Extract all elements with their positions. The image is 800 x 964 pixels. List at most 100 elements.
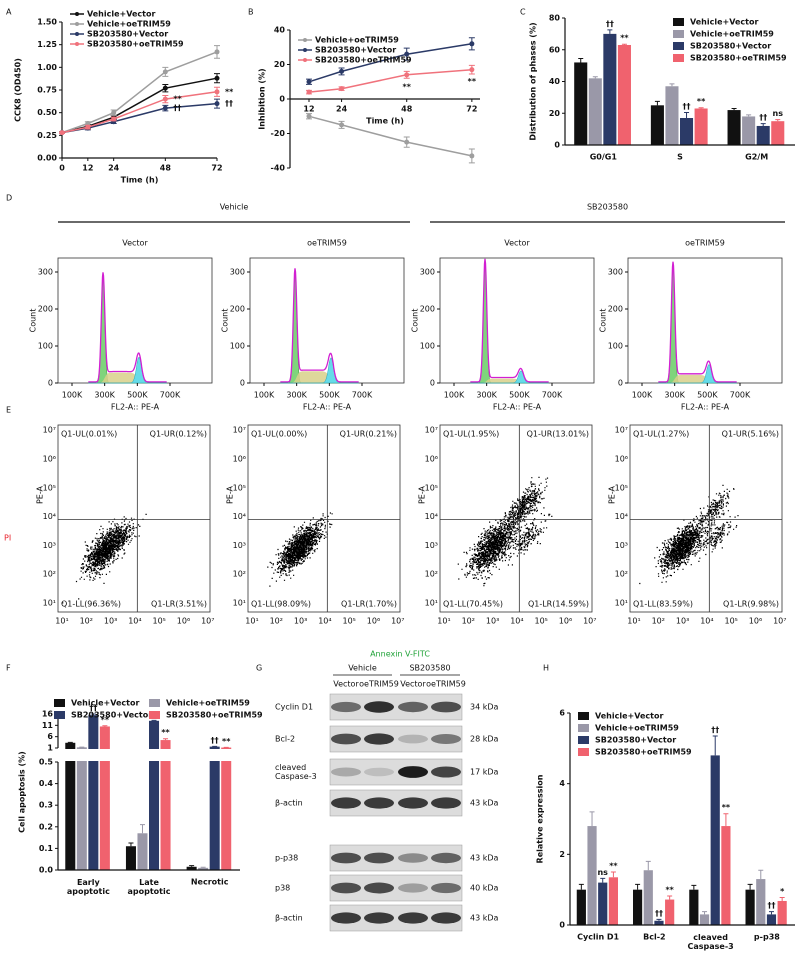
bar (777, 900, 787, 925)
y-tick-label: 10³ (425, 541, 438, 550)
label-line: Late (139, 878, 159, 887)
legend-label: Vehicle+oeTRIM59 (595, 724, 679, 733)
side-label: PI (4, 534, 11, 543)
annotation: ns (773, 109, 784, 118)
error-bar (578, 57, 584, 63)
blot-band (431, 852, 461, 864)
y-tick-label: 16 (42, 710, 54, 719)
error-bar (635, 883, 641, 890)
x-tick-label: 10⁵ (725, 617, 738, 626)
y-tick-label: 100 (38, 342, 53, 351)
blot-band (364, 767, 394, 777)
blot-band (398, 883, 428, 893)
scatter-frame (629, 424, 783, 613)
x-axis-label: Time (h) (121, 176, 159, 185)
x-tick-label: p-p38 (754, 933, 780, 942)
y-tick-label: 2 (559, 850, 565, 859)
legend-label: SB203580+oeTRIM59 (690, 54, 787, 63)
x-tick-label: 10⁵ (343, 617, 356, 626)
x-tick-label: 10⁴ (318, 617, 331, 626)
blot-band (364, 912, 394, 924)
x-tick-label: 700K (160, 391, 181, 400)
error-bar (600, 877, 606, 883)
error-bar (621, 43, 627, 45)
point (214, 49, 220, 55)
legend-swatch (673, 42, 684, 50)
bar (587, 826, 597, 925)
error-bar (758, 869, 764, 880)
event-dots (267, 512, 333, 587)
g2-peak (88, 356, 167, 384)
quadrant-label: Q1-LR(14.59%) (528, 600, 589, 609)
quadrant-label: Q1-UL(1.27%) (633, 430, 689, 439)
series-line (308, 68, 472, 93)
x-axis-label: FL2-A:: PE-A (493, 403, 542, 412)
x-tick-label: Late apoptotic (128, 878, 171, 896)
error-bar (691, 884, 697, 890)
x-tick-label: 10¹ (437, 617, 450, 626)
y-axis-label: Count (411, 309, 420, 333)
y-tick-label: 10⁶ (615, 455, 628, 464)
y-tick-label: 0.3 (39, 801, 53, 810)
error-bar (702, 911, 708, 915)
blot-band (364, 882, 394, 894)
quadrant-label: Q1-UL(1.95%) (443, 430, 499, 439)
error-bar (712, 735, 718, 756)
annotation: †† (683, 102, 691, 111)
x-tick-label: 10² (80, 617, 93, 626)
y-tick-label: 1.25 (37, 40, 57, 49)
x-axis-label: FL2-A:: PE-A (303, 403, 352, 412)
size-label: 28 kDa (470, 735, 499, 744)
legend-label: Vehicle+oeTRIM59 (87, 20, 171, 29)
panel-label: D (6, 194, 12, 203)
point (306, 89, 312, 95)
error-bar (684, 111, 690, 119)
x-tick-label: G0/G1 (590, 153, 618, 162)
bar (633, 889, 643, 925)
legend-label: SB203580+Vector (690, 42, 771, 51)
y-tick-label: 0.50 (37, 108, 57, 117)
error-bar (669, 83, 675, 87)
sample-title: oeTRIM59 (307, 239, 347, 248)
x-tick-label: 500K (127, 391, 148, 400)
legend-swatch (578, 712, 589, 720)
label-line: cleaved (693, 933, 728, 942)
blot-band (398, 912, 428, 924)
quadrant-label: Q1-LR(1.70%) (341, 600, 397, 609)
bar (756, 125, 770, 145)
y-tick-label: 100 (420, 342, 435, 351)
x-tick-label: 72 (211, 164, 222, 173)
blot-band (331, 852, 361, 864)
annotation: ** (468, 77, 477, 86)
legend-label: SB203580+oeTRIM59 (315, 56, 412, 65)
bar (574, 62, 588, 146)
annotation: ** (173, 95, 182, 104)
x-tick-label: 10⁷ (583, 617, 596, 626)
annotation: ** (101, 715, 110, 724)
y-tick-label: 10⁶ (233, 455, 246, 464)
y-tick-label: 1 (47, 744, 53, 753)
error-bar (746, 114, 752, 117)
annotation: ** (609, 862, 618, 871)
bar (721, 826, 731, 925)
histogram-fit (658, 261, 737, 383)
s-phase (88, 372, 167, 383)
point (111, 116, 117, 122)
y-tick-label: 10² (615, 570, 628, 579)
y-axis-label: PE-A (418, 485, 427, 504)
error-bar (775, 119, 781, 122)
quadrant-label: Q1-LL(70.45%) (443, 600, 503, 609)
point (59, 130, 65, 136)
legend-label: SB203580+oeTRIM59 (166, 711, 263, 720)
error-bar (200, 866, 206, 868)
x-axis-label: FL2-A:: PE-A (111, 403, 160, 412)
g2-peak (658, 364, 737, 384)
legend-label: Vehicle+Vector (690, 18, 758, 27)
point (306, 79, 312, 85)
point (214, 89, 220, 95)
event-dots (62, 513, 147, 604)
x-tick-label: 10² (270, 617, 283, 626)
protein-label: p-p38 (275, 854, 298, 863)
bar (588, 78, 602, 145)
y-tick-label: 10⁷ (233, 426, 246, 435)
